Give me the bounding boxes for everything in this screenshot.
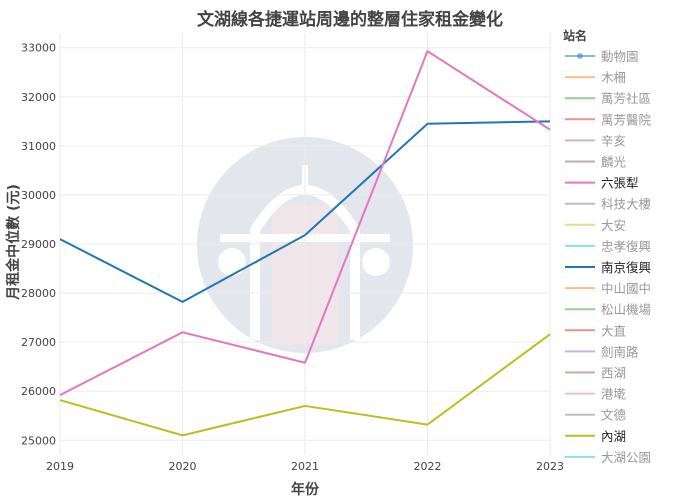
legend-item[interactable]: 西湖	[565, 366, 626, 381]
legend-item[interactable]: 萬芳社區	[565, 91, 651, 106]
axes: 25000 26000 27000 28000 29000 30000 31000 32000…	[21, 42, 564, 473]
x-axis-title: 年份	[291, 481, 320, 498]
legend-item[interactable]: 木柵	[565, 70, 627, 85]
y-tick-label: 29000	[21, 238, 56, 251]
series-line	[59, 50, 551, 397]
legend-label: 內湖	[601, 429, 626, 444]
legend-label: 文德	[601, 408, 627, 423]
legend-label: 西湖	[601, 366, 626, 381]
y-tick-label: 31000	[21, 140, 56, 153]
legend-label: 辛亥	[601, 133, 626, 148]
legend-item[interactable]: 大湖公園	[565, 450, 651, 465]
legend-label: 麟光	[601, 155, 626, 170]
legend-item[interactable]: 港墘	[565, 387, 627, 402]
y-tick-label: 32000	[21, 91, 56, 104]
y-axis-title: 月租金中位數 (元)	[5, 184, 22, 301]
legend-label: 松山機場	[601, 302, 651, 317]
legend-label: 木柵	[601, 70, 627, 85]
legend-label: 大直	[601, 323, 626, 338]
legend-label: 動物園	[601, 49, 639, 64]
legend-item[interactable]: 科技大樓	[565, 197, 651, 212]
y-tick-label: 25000	[21, 434, 56, 447]
series-lines	[59, 50, 551, 437]
legend-item[interactable]: 內湖	[565, 429, 626, 444]
legend-item[interactable]: 麟光	[565, 155, 626, 170]
legend-label: 忠孝復興	[601, 239, 651, 254]
series-line	[59, 333, 551, 437]
legend-label: 劍南路	[601, 344, 639, 359]
legend-title: 站名	[563, 28, 587, 43]
legend-item[interactable]: 中山國中	[565, 281, 651, 296]
legend-item[interactable]: 萬芳醫院	[565, 112, 652, 127]
x-tick-label: 2022	[414, 460, 442, 473]
legend-item[interactable]: 松山機場	[565, 302, 651, 317]
legend-item[interactable]: 動物園	[565, 49, 639, 64]
legend-label: 中山國中	[601, 281, 651, 296]
legend[interactable]: 動物園木柵萬芳社區萬芳醫院辛亥麟光六張犁科技大樓大安忠孝復興南京復興中山國中松山…	[565, 49, 652, 465]
x-tick-label: 2023	[536, 460, 564, 473]
legend-label: 港墘	[601, 387, 627, 402]
y-tick-label: 33000	[21, 42, 56, 55]
x-tick-label: 2020	[169, 460, 197, 473]
legend-item[interactable]: 六張犁	[565, 176, 639, 191]
legend-item[interactable]: 劍南路	[565, 344, 639, 359]
chart-title: 文湖線各捷運站周邊的整層住家租金變化	[197, 9, 503, 30]
legend-item[interactable]: 南京復興	[565, 260, 651, 275]
legend-label: 科技大樓	[601, 197, 651, 212]
y-tick-label: 28000	[21, 287, 56, 300]
legend-label: 六張犁	[601, 176, 639, 191]
legend-label: 南京復興	[601, 260, 651, 275]
x-tick-label: 2021	[291, 460, 319, 473]
legend-label: 萬芳社區	[601, 91, 651, 106]
y-tick-label: 27000	[21, 336, 56, 349]
legend-marker	[577, 53, 583, 59]
legend-label: 大安	[601, 218, 626, 233]
y-tick-label: 26000	[21, 385, 56, 398]
legend-label: 大湖公園	[601, 450, 651, 465]
x-tick-label: 2019	[46, 460, 74, 473]
series-line	[59, 120, 551, 303]
legend-item[interactable]: 大安	[565, 218, 626, 233]
legend-item[interactable]: 大直	[565, 323, 626, 338]
legend-label: 萬芳醫院	[601, 112, 652, 127]
y-tick-label: 30000	[21, 189, 56, 202]
legend-item[interactable]: 忠孝復興	[565, 239, 651, 254]
legend-item[interactable]: 文德	[565, 408, 627, 423]
grid	[59, 33, 551, 455]
legend-item[interactable]: 辛亥	[565, 133, 626, 148]
